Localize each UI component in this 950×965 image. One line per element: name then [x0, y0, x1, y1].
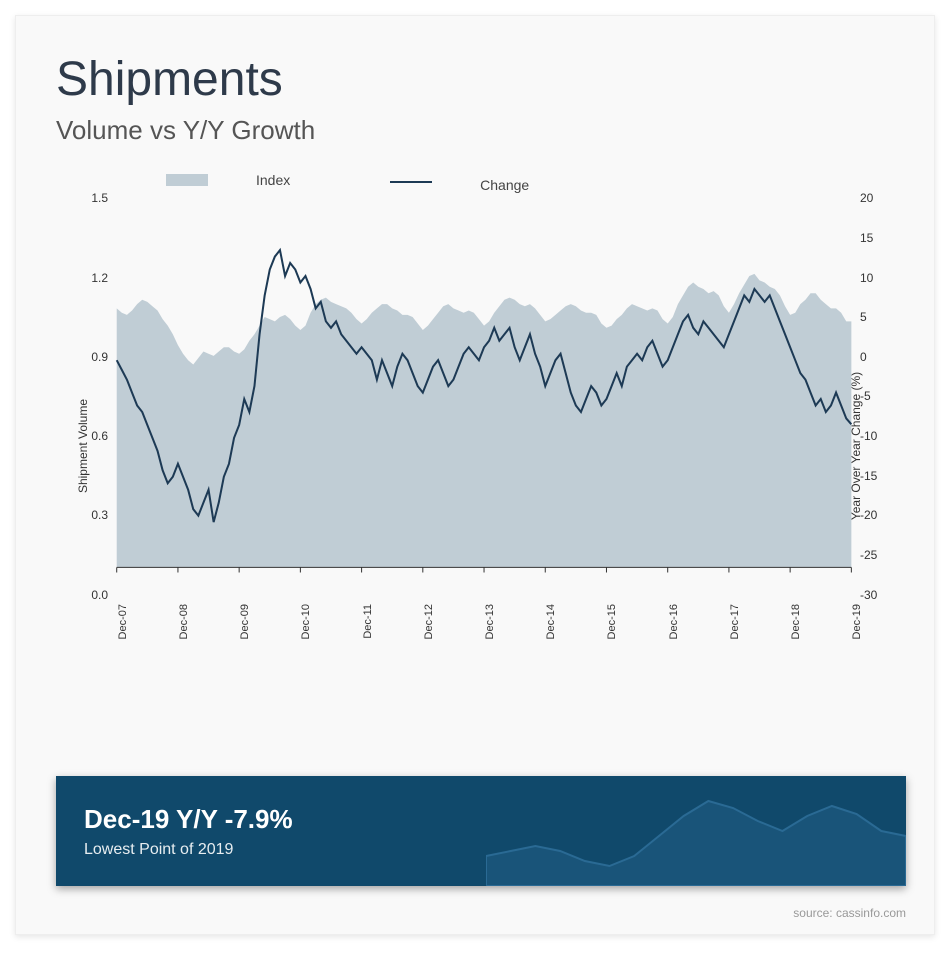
xtick: Dec-07	[117, 604, 129, 639]
ytick-left: 0.9	[80, 350, 108, 364]
xtick: Dec-17	[729, 604, 741, 639]
legend-label-index: Index	[256, 172, 290, 188]
ytick-right: 20	[860, 191, 888, 205]
xtick: Dec-10	[300, 604, 312, 639]
ytick-right: -15	[860, 469, 888, 483]
xtick: Dec-18	[790, 604, 802, 639]
legend-item-index: Index	[166, 172, 338, 188]
ytick-right: 10	[860, 271, 888, 285]
legend-swatch-change	[390, 181, 432, 183]
ytick-left: 0.3	[80, 508, 108, 522]
legend-item-change: Change	[390, 177, 577, 193]
ytick-left: 1.5	[80, 191, 108, 205]
legend-swatch-index	[166, 174, 208, 186]
callout-banner: Dec-19 Y/Y -7.9% Lowest Point of 2019	[56, 776, 906, 886]
xtick: Dec-11	[362, 604, 374, 639]
xtick: Dec-13	[484, 604, 496, 639]
chart-subtitle: Volume vs Y/Y Growth	[56, 115, 906, 146]
legend: Index Change	[166, 172, 625, 193]
chart-area: Index Change Shipment Volume Year Over Y…	[56, 186, 906, 706]
ytick-right: -25	[860, 548, 888, 562]
callout-sparkline	[486, 776, 906, 886]
xtick: Dec-14	[545, 604, 557, 639]
xtick: Dec-16	[668, 604, 680, 639]
y-axis-left-label: Shipment Volume	[76, 399, 90, 493]
ytick-right: 5	[860, 310, 888, 324]
ytick-right: 15	[860, 231, 888, 245]
xtick: Dec-15	[606, 604, 618, 639]
ytick-right: -30	[860, 588, 888, 602]
ytick-right: -20	[860, 508, 888, 522]
xtick: Dec-19	[851, 604, 863, 639]
xtick: Dec-12	[423, 604, 435, 639]
legend-label-change: Change	[480, 177, 529, 193]
ytick-left: 0.6	[80, 429, 108, 443]
ytick-right: -5	[860, 389, 888, 403]
chart-title: Shipments	[56, 52, 906, 107]
chart-card: Shipments Volume vs Y/Y Growth Index Cha…	[15, 15, 935, 935]
xtick: Dec-08	[178, 604, 190, 639]
xtick: Dec-09	[239, 604, 251, 639]
source-text: source: cassinfo.com	[793, 906, 906, 920]
ytick-right: -10	[860, 429, 888, 443]
ytick-right: 0	[860, 350, 888, 364]
ytick-left: 1.2	[80, 271, 108, 285]
index-area	[117, 274, 852, 568]
ytick-left: 0.0	[80, 588, 108, 602]
